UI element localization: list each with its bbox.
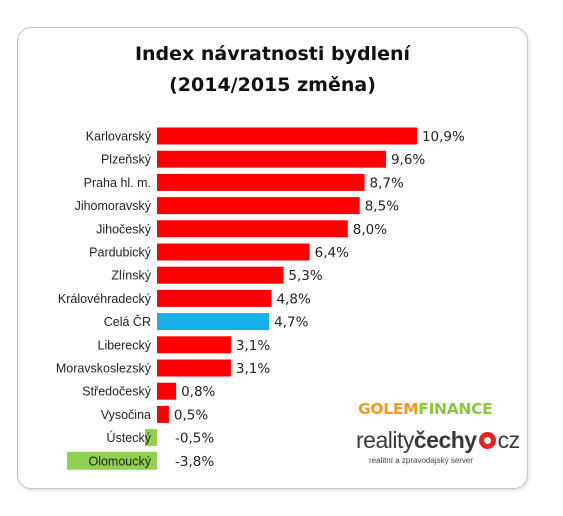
bar-13 [145, 429, 157, 447]
bar-8 [157, 313, 270, 331]
value-label-10: 3,1% [236, 361, 270, 377]
chart-title-line1: Index návratnosti bydlení [134, 43, 411, 65]
golem-logo-part2: FINANCE [418, 400, 493, 418]
rc-logo-dot-icon [478, 432, 496, 449]
category-label-9: Liberecký [98, 338, 152, 352]
value-label-1: 9,6% [391, 152, 425, 168]
rc-logo-part1: reality [356, 427, 414, 453]
category-label-7: Královéhradecký [58, 292, 152, 306]
category-label-12: Vysočina [101, 408, 151, 422]
value-label-2: 8,7% [369, 175, 403, 191]
category-label-6: Zlínský [111, 269, 151, 283]
chart-title-line2: (2014/2015 změna) [169, 74, 376, 96]
bar-11 [157, 382, 177, 400]
category-label-5: Pardubický [89, 246, 152, 260]
realitycechy-tagline: realitní a zpravodajský server [369, 456, 474, 465]
category-label-10: Moravskoslezský [56, 362, 152, 376]
category-label-11: Středočeský [82, 385, 152, 399]
bar-5 [157, 243, 310, 261]
bar-12 [157, 405, 169, 423]
bar-4 [157, 220, 348, 238]
value-label-11: 0,8% [181, 384, 215, 400]
golem-finance-logo: GOLEMFINANCE [358, 400, 493, 418]
category-label-0: Karlovarský [86, 130, 152, 144]
category-label-13: Ústecký [107, 430, 152, 445]
bar-9 [157, 336, 231, 354]
bar-1 [157, 150, 386, 168]
value-label-3: 8,5% [365, 199, 399, 215]
rc-logo-part3: cz [497, 427, 521, 453]
value-label-0: 10,9% [422, 129, 465, 145]
category-label-8: Celá ČR [104, 314, 151, 329]
bar-6 [157, 266, 284, 284]
category-label-4: Jihočeský [96, 222, 152, 236]
olomoucky-label-highlight [67, 451, 157, 470]
value-label-7: 4,8% [276, 291, 310, 307]
golem-logo-part1: GOLEM [358, 400, 419, 418]
bar-10 [157, 359, 231, 377]
rc-logo-part2: čechy [413, 427, 477, 453]
value-label-6: 5,3% [288, 268, 322, 284]
value-label-13: -0,5% [175, 431, 214, 447]
realitycechy-logo: realityčechy cz [356, 427, 520, 454]
value-label-8: 4,7% [274, 315, 308, 331]
value-label-9: 3,1% [236, 338, 270, 354]
category-label-2: Praha hl. m. [84, 176, 151, 190]
value-label-4: 8,0% [353, 222, 387, 238]
value-label-14: -3,8% [175, 454, 214, 470]
bar-2 [157, 173, 365, 191]
category-label-3: Jihomoravský [75, 199, 152, 213]
bar-0 [157, 127, 417, 145]
bar-14 [144, 452, 157, 470]
category-label-1: Plzeňský [101, 153, 152, 167]
category-label-14: Olomoucký [88, 454, 151, 468]
bar-3 [157, 197, 360, 215]
value-label-5: 6,4% [315, 245, 349, 261]
value-label-12: 0,5% [174, 407, 208, 423]
bar-7 [157, 289, 272, 307]
